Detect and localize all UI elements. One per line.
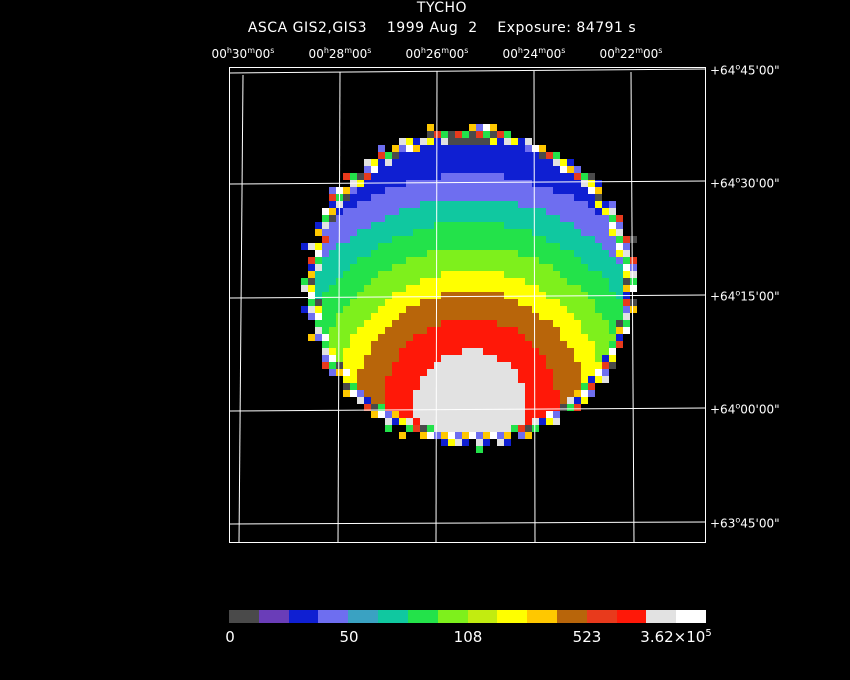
- colorbar-tick-3: 523: [572, 628, 602, 646]
- colorbar-segment: [407, 610, 438, 623]
- image-title: TYCHO: [416, 0, 468, 16]
- dec-label-3: +64o00'00": [710, 401, 780, 417]
- sky-image-panel: [229, 67, 706, 543]
- colorbar-segment: [497, 610, 528, 623]
- ra-label-4: 00h22m00s: [599, 46, 663, 61]
- colorbar-tick-2: 108: [453, 628, 483, 646]
- colorbar-tick-0: 0: [225, 628, 235, 646]
- dec-label-4: +63o45'00": [710, 515, 780, 531]
- colorbar-tick-4: 3.62×105: [640, 628, 712, 646]
- colorbar-tick-1: 50: [339, 628, 359, 646]
- colorbar-segment: [556, 610, 587, 623]
- xray-intensity-map: [301, 124, 637, 453]
- dec-label-0: +64o45'00": [710, 62, 780, 78]
- colorbar-segment: [378, 610, 408, 623]
- ra-label-0: 00h30m00s: [211, 46, 275, 61]
- colorbar-segment: [258, 610, 289, 623]
- colorbar-segment: [586, 610, 617, 623]
- dec-label-1: +64o30'00": [710, 175, 780, 191]
- colorbar-segment: [348, 610, 379, 623]
- ra-label-3: 00h24m00s: [502, 46, 566, 61]
- colorbar: [229, 610, 706, 623]
- colorbar-segment: [616, 610, 647, 623]
- colorbar-segment: [437, 610, 468, 623]
- observation-subtitle: ASCA GIS2,GIS3 1999 Aug 2 Exposure: 8479…: [247, 20, 637, 36]
- colorbar-segment: [318, 610, 349, 623]
- ra-label-2: 00h26m00s: [405, 46, 469, 61]
- coordinate-grid: [229, 67, 706, 543]
- colorbar-segment: [288, 610, 319, 623]
- dec-label-2: +64o15'00": [710, 288, 780, 304]
- colorbar-segment: [229, 610, 259, 623]
- colorbar-segment: [646, 610, 677, 623]
- ra-label-1: 00h28m00s: [308, 46, 372, 61]
- colorbar-segment: [676, 610, 706, 623]
- colorbar-segment: [527, 610, 557, 623]
- colorbar-segment: [467, 610, 498, 623]
